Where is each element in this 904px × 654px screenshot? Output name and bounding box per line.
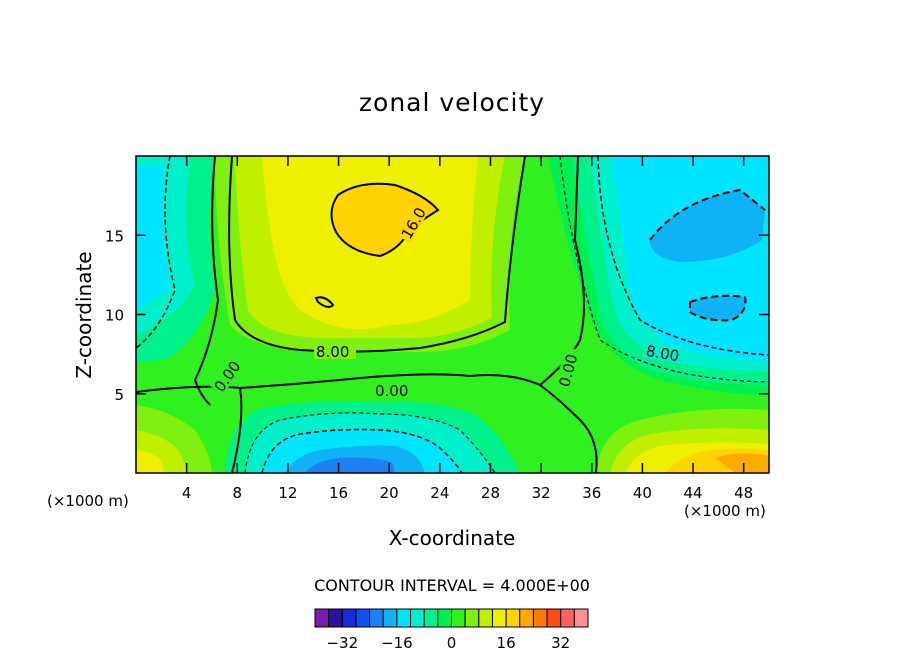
colorbar-swatch (505, 608, 521, 628)
contour-zero-4 (231, 387, 243, 474)
contour-neg-3 (597, 155, 770, 356)
colorbar-swatch (355, 608, 371, 628)
colorbar-swatch (464, 608, 480, 628)
colorbar-swatch (328, 608, 343, 628)
colorbar-swatch (314, 608, 330, 628)
colorbar (314, 608, 589, 628)
x-tick-label: 44 (683, 484, 702, 502)
contour-neg-1 (649, 188, 766, 241)
colorbar-tick-label: 16 (497, 634, 516, 652)
contour-label-bg (314, 343, 356, 359)
colorbar-swatch (451, 608, 466, 628)
contour-eight-1 (299, 155, 526, 353)
filled-contours (136, 156, 769, 473)
colorbar-ticks: −32 −16 0 16 32 (326, 634, 570, 652)
contour-lines (135, 155, 770, 474)
colorbar-swatch (369, 608, 384, 628)
contour-label-bg (642, 341, 688, 365)
y-tick-label: 15 (105, 227, 124, 245)
x-tick-label: 24 (430, 484, 449, 502)
colorbar-swatch (532, 608, 548, 628)
colorbar-swatch (396, 608, 412, 628)
colorbar-swatch (560, 608, 575, 628)
contour-label-8-a: 8.00 (316, 343, 349, 361)
colorbar-tick-label: 32 (551, 634, 570, 652)
contour-label-0-a: 0.00 (375, 382, 408, 400)
contour-neg-4 (559, 155, 770, 383)
x-tick-label: 28 (481, 484, 500, 502)
colorbar-swatch (382, 608, 398, 628)
x-tick-label: 12 (278, 484, 297, 502)
contour-sixteen-small (314, 296, 335, 308)
region-bl-c (136, 450, 164, 473)
x-tick-label: 36 (582, 484, 601, 502)
contour-interval-text: CONTOUR INTERVAL = 4.000E+00 (314, 576, 590, 595)
region-right-f (690, 295, 746, 321)
contour-zero-2 (193, 155, 220, 406)
colorbar-swatch (519, 608, 534, 628)
region-br-e (715, 453, 769, 473)
contour-neg-5 (135, 155, 176, 349)
y-axis: 5 10 15 (105, 227, 769, 404)
contour-label-bg (555, 346, 581, 390)
x-axis: 4 8 12 16 20 24 28 32 36 40 44 48 (182, 156, 753, 502)
x-tick-label: 48 (734, 484, 753, 502)
colorbar-swatch (410, 608, 425, 628)
y-tick-label: 5 (114, 386, 124, 404)
colorbar-tick-label: −32 (326, 634, 358, 652)
region-center-d (331, 183, 438, 256)
contour-neg-6 (261, 428, 463, 474)
contour-zero-3 (539, 384, 598, 474)
x-tick-label: 8 (233, 484, 243, 502)
contour-neg-2 (689, 294, 747, 322)
contour-eight-2 (228, 155, 301, 351)
x-axis-label: X-coordinate (388, 526, 516, 550)
colorbar-swatch (546, 608, 562, 628)
x-tick-label: 40 (633, 484, 652, 502)
colorbar-tick-label: −16 (381, 634, 413, 652)
region-bottom-e (305, 457, 395, 473)
x-tick-label: 20 (380, 484, 399, 502)
x-tick-label: 4 (182, 484, 192, 502)
colorbar-swatch (437, 608, 453, 628)
contour-zero-1 (135, 155, 585, 393)
region-right-e (650, 190, 765, 262)
colorbar-swatch (478, 608, 493, 628)
x-unit-left: (×1000 m) (47, 492, 129, 510)
region-left-upper-d (136, 165, 170, 310)
chart-title: zonal velocity (358, 88, 546, 117)
colorbar-swatch (573, 608, 589, 628)
colorbar-tick-label: 0 (447, 634, 457, 652)
contour-neg-7 (244, 412, 496, 474)
colorbar-swatch (423, 608, 439, 628)
x-tick-label: 16 (329, 484, 348, 502)
contour-sixteen (330, 182, 440, 258)
contour-label-8-b: 8.00 (645, 342, 681, 366)
contour-label-bg (209, 353, 247, 395)
colorbar-swatch (341, 608, 357, 628)
contour-label-bg (374, 382, 414, 398)
y-tick-label: 10 (105, 307, 124, 325)
x-unit-right: (×1000 m) (684, 502, 766, 520)
x-tick-label: 32 (532, 484, 551, 502)
contour-label-bg (396, 209, 426, 243)
colorbar-swatch (491, 608, 507, 628)
